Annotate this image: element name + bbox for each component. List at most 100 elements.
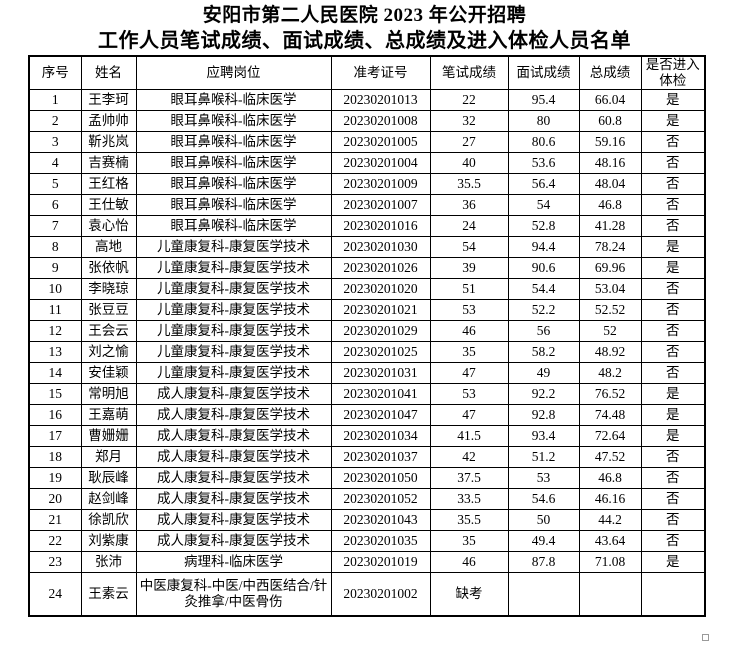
- table-row: 22 刘紫康 成人康复科-康复医学技术 20230201035 35 49.4 43.64 否: [28, 530, 706, 552]
- cell-name: 张依帆: [80, 257, 137, 279]
- cell-written: 24: [429, 215, 509, 237]
- cell-written: 37.5: [429, 467, 509, 489]
- cell-total: 78.24: [578, 236, 642, 258]
- cell-name: 袁心怡: [80, 215, 137, 237]
- cell-total: 48.92: [578, 341, 642, 363]
- cell-ticket: 20230201047: [330, 404, 431, 426]
- cell-medical: 否: [640, 152, 706, 174]
- cell-interview: 49.4: [507, 530, 580, 552]
- cell-interview: 58.2: [507, 341, 580, 363]
- cell-name: 高地: [80, 236, 137, 258]
- cell-name: 张沛: [80, 551, 137, 573]
- cell-position: 眼耳鼻喉科-临床医学: [135, 215, 332, 237]
- cell-interview: 80.6: [507, 131, 580, 153]
- cell-total: 47.52: [578, 446, 642, 468]
- table-row: 23 张沛 病理科-临床医学 20230201019 46 87.8 71.08 是: [28, 551, 706, 573]
- cell-ticket: 20230201021: [330, 299, 431, 321]
- cell-name: 王李珂: [80, 89, 137, 111]
- cell-name: 孟帅帅: [80, 110, 137, 132]
- cell-ticket: 20230201052: [330, 488, 431, 510]
- cell-position: 儿童康复科-康复医学技术: [135, 320, 332, 342]
- column-header-medical: 是否进入体检: [640, 55, 706, 90]
- cell-ticket: 20230201007: [330, 194, 431, 216]
- cell-ticket: 20230201030: [330, 236, 431, 258]
- cell-written: 39: [429, 257, 509, 279]
- cell-total: 52.52: [578, 299, 642, 321]
- table-row: 10 李晓琼 儿童康复科-康复医学技术 20230201020 51 54.4 53.04 否: [28, 278, 706, 300]
- cell-position: 眼耳鼻喉科-临床医学: [135, 89, 332, 111]
- cell-name: 靳兆岚: [80, 131, 137, 153]
- table-row: 19 耿辰峰 成人康复科-康复医学技术 20230201050 37.5 53 46.8 否: [28, 467, 706, 489]
- cell-position: 儿童康复科-康复医学技术: [135, 299, 332, 321]
- cell-written: 53: [429, 299, 509, 321]
- cell-total: 48.16: [578, 152, 642, 174]
- cell-interview: 92.8: [507, 404, 580, 426]
- cell-ticket: 20230201035: [330, 530, 431, 552]
- column-header-no: 序号: [28, 55, 82, 90]
- cell-medical: 是: [640, 404, 706, 426]
- cell-no: 21: [28, 509, 82, 531]
- cell-name: 常明旭: [80, 383, 137, 405]
- cell-medical: 否: [640, 488, 706, 510]
- cell-position: 眼耳鼻喉科-临床医学: [135, 131, 332, 153]
- cell-total: 59.16: [578, 131, 642, 153]
- table-row: 5 王红格 眼耳鼻喉科-临床医学 20230201009 35.5 56.4 48.04 否: [28, 173, 706, 195]
- cell-no: 8: [28, 236, 82, 258]
- cell-ticket: 20230201019: [330, 551, 431, 573]
- cell-name: 曹姗姗: [80, 425, 137, 447]
- cell-written: 35.5: [429, 173, 509, 195]
- cell-total: 69.96: [578, 257, 642, 279]
- table-resize-handle-icon[interactable]: [702, 634, 709, 641]
- cell-medical: 否: [640, 341, 706, 363]
- cell-name: 王嘉萌: [80, 404, 137, 426]
- cell-name: 王红格: [80, 173, 137, 195]
- cell-written: 32: [429, 110, 509, 132]
- cell-position: 眼耳鼻喉科-临床医学: [135, 173, 332, 195]
- cell-total: 46.8: [578, 194, 642, 216]
- cell-position: 眼耳鼻喉科-临床医学: [135, 110, 332, 132]
- cell-position: 成人康复科-康复医学技术: [135, 488, 332, 510]
- cell-position: 中医康复科-中医/中西医结合/针灸推拿/中医骨伤: [135, 572, 332, 617]
- cell-written: 54: [429, 236, 509, 258]
- cell-no: 4: [28, 152, 82, 174]
- cell-position: 成人康复科-康复医学技术: [135, 446, 332, 468]
- cell-name: 耿辰峰: [80, 467, 137, 489]
- cell-name: 郑月: [80, 446, 137, 468]
- header-row: 序号 姓名 应聘岗位 准考证号 笔试成绩 面试成绩 总成绩 是否进入体检: [28, 55, 706, 90]
- table-row: 13 刘之愉 儿童康复科-康复医学技术 20230201025 35 58.2 48.92 否: [28, 341, 706, 363]
- cell-medical: 否: [640, 530, 706, 552]
- cell-position: 儿童康复科-康复医学技术: [135, 341, 332, 363]
- cell-interview: 87.8: [507, 551, 580, 573]
- cell-name: 王会云: [80, 320, 137, 342]
- cell-no: 11: [28, 299, 82, 321]
- cell-total: 52: [578, 320, 642, 342]
- cell-medical: 否: [640, 299, 706, 321]
- table-row: 18 郑月 成人康复科-康复医学技术 20230201037 42 51.2 47.52 否: [28, 446, 706, 468]
- cell-position: 眼耳鼻喉科-临床医学: [135, 152, 332, 174]
- cell-name: 安佳颖: [80, 362, 137, 384]
- column-header-interview: 面试成绩: [507, 55, 580, 90]
- cell-written: 35: [429, 341, 509, 363]
- column-header-ticket: 准考证号: [330, 55, 431, 90]
- cell-written: 22: [429, 89, 509, 111]
- cell-medical: 否: [640, 362, 706, 384]
- cell-position: 儿童康复科-康复医学技术: [135, 362, 332, 384]
- cell-ticket: 20230201050: [330, 467, 431, 489]
- cell-written: 51: [429, 278, 509, 300]
- cell-interview: 95.4: [507, 89, 580, 111]
- document-subtitle: 工作人员笔试成绩、面试成绩、总成绩及进入体检人员名单: [98, 30, 631, 52]
- cell-position: 成人康复科-康复医学技术: [135, 425, 332, 447]
- table-header-row: 序号 姓名 应聘岗位 准考证号 笔试成绩 面试成绩 总成绩 是否进入体检: [28, 55, 706, 90]
- cell-interview: 52.2: [507, 299, 580, 321]
- cell-ticket: 20230201013: [330, 89, 431, 111]
- cell-medical: 是: [640, 257, 706, 279]
- cell-medical: 是: [640, 425, 706, 447]
- cell-written: 27: [429, 131, 509, 153]
- cell-medical: 否: [640, 467, 706, 489]
- cell-interview: 56.4: [507, 173, 580, 195]
- cell-written: 53: [429, 383, 509, 405]
- cell-ticket: 20230201002: [330, 572, 431, 617]
- cell-medical: [640, 572, 706, 617]
- cell-ticket: 20230201009: [330, 173, 431, 195]
